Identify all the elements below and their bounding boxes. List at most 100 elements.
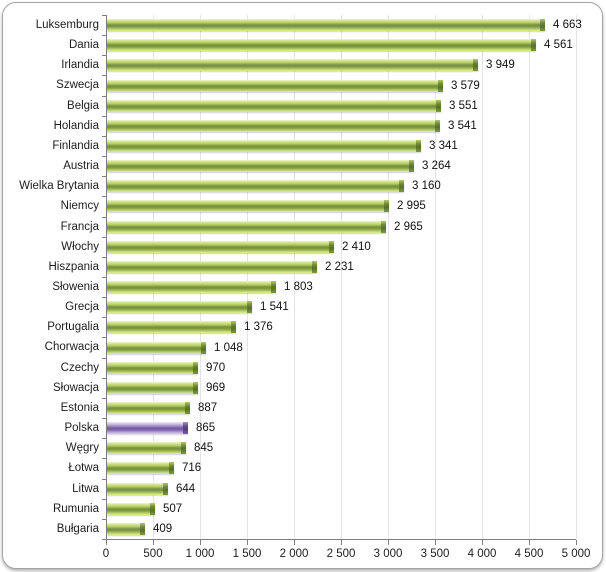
category-label: Dania (68, 39, 99, 52)
bar-wielka-brytania (107, 180, 404, 192)
value-label: 716 (182, 462, 202, 474)
bar-szwecja (107, 80, 443, 92)
bar-end-cap (181, 442, 186, 454)
bar-end-cap (473, 59, 478, 71)
bar-słowenia (107, 281, 276, 293)
y-axis-tick (102, 519, 106, 520)
plot-area: 0 500 1 000 1 500 2 000 2 500 3 000 3 500 4 000 4… (19, 15, 590, 560)
category-label: Belgia (67, 99, 99, 112)
category-label: Grecja (65, 301, 99, 314)
category-label: Litwa (72, 482, 99, 495)
category-label: Rumunia (52, 502, 99, 515)
value-label: 845 (194, 442, 214, 454)
x-axis-tick-label: 3 000 (373, 548, 403, 560)
gridline (435, 15, 436, 539)
bar-czechy (107, 362, 198, 374)
category-label: Włochy (61, 240, 99, 253)
x-axis-tick-label: 5 000 (561, 548, 591, 560)
value-label: 3 551 (449, 100, 478, 112)
y-axis-tick (102, 539, 106, 540)
value-label: 970 (206, 362, 226, 374)
y-axis-tick (102, 257, 106, 258)
bar-litwa (107, 483, 168, 495)
y-axis-tick (102, 55, 106, 56)
bar-end-cap (163, 483, 168, 495)
y-axis-tick (102, 156, 106, 157)
bar-portugalia (107, 321, 236, 333)
x-axis-line (106, 539, 576, 540)
bar-end-cap (271, 281, 276, 293)
x-axis-tick (200, 540, 201, 545)
bar-end-cap (438, 80, 443, 92)
category-label: Wielka Brytania (19, 180, 99, 193)
x-axis-tick-label: 500 (143, 548, 163, 560)
bar-end-cap (312, 261, 317, 273)
value-label: 507 (163, 503, 183, 515)
bar-irlandia (107, 59, 478, 71)
y-axis-tick (102, 237, 106, 238)
category-label: Szwecja (56, 79, 99, 92)
category-label: Niemcy (60, 200, 99, 213)
y-axis-tick (102, 35, 106, 36)
value-label: 2 231 (325, 261, 354, 273)
x-axis-tick (341, 540, 342, 545)
value-label: 3 541 (448, 120, 477, 132)
bar-hiszpania (107, 261, 317, 273)
value-label: 2 965 (394, 221, 423, 233)
bar-end-cap (381, 221, 386, 233)
value-label: 1 541 (260, 301, 289, 313)
bar-włochy (107, 241, 334, 253)
x-axis-tick (294, 540, 295, 545)
value-label: 1 376 (244, 321, 273, 333)
y-axis-tick (102, 136, 106, 137)
category-label: Łotwa (68, 462, 99, 475)
y-axis-line (106, 15, 107, 539)
category-label: Chorwacja (44, 341, 99, 354)
value-label: 3 949 (486, 59, 515, 71)
bar-rumunia (107, 503, 155, 515)
y-axis-tick (102, 75, 106, 76)
value-label: 3 341 (429, 140, 458, 152)
y-axis-tick (102, 15, 106, 16)
gridline (529, 15, 530, 539)
bar-end-cap (140, 523, 145, 535)
x-axis-tick-label: 4 000 (467, 548, 497, 560)
bar-end-cap (329, 241, 334, 253)
x-axis-tick (529, 540, 530, 545)
category-label: Polska (64, 422, 99, 435)
gridline (576, 15, 577, 539)
x-axis-tick-label: 2 000 (279, 548, 309, 560)
y-axis-tick (102, 96, 106, 97)
bar-estonia (107, 402, 190, 414)
bar-słowacja (107, 382, 198, 394)
y-axis-tick (102, 499, 106, 500)
bar-węgry (107, 442, 186, 454)
bar-end-cap (436, 100, 441, 112)
value-label: 2 410 (342, 241, 371, 253)
x-axis-tick (153, 540, 154, 545)
gridline (294, 15, 295, 539)
category-label: Finlandia (52, 139, 99, 152)
category-label: Estonia (60, 401, 99, 414)
bar-chorwacja (107, 342, 206, 354)
bar-end-cap (416, 140, 421, 152)
y-axis-tick (102, 458, 106, 459)
bar-belgia (107, 100, 441, 112)
y-axis-tick (102, 217, 106, 218)
bar-end-cap (247, 301, 252, 313)
gridline (247, 15, 248, 539)
category-label: Irlandia (61, 59, 99, 72)
y-axis-tick (102, 297, 106, 298)
bar-łotwa (107, 462, 174, 474)
gridline (388, 15, 389, 539)
bar-end-cap (183, 422, 188, 434)
bar-end-cap (201, 342, 206, 354)
x-axis-tick (435, 540, 436, 545)
bar-end-cap (435, 120, 440, 132)
bar-luksemburg (107, 19, 545, 31)
x-axis-tick-label: 0 (102, 548, 110, 560)
bar-finlandia (107, 140, 421, 152)
gridline (341, 15, 342, 539)
y-axis-tick (102, 398, 106, 399)
bar-end-cap (231, 321, 236, 333)
